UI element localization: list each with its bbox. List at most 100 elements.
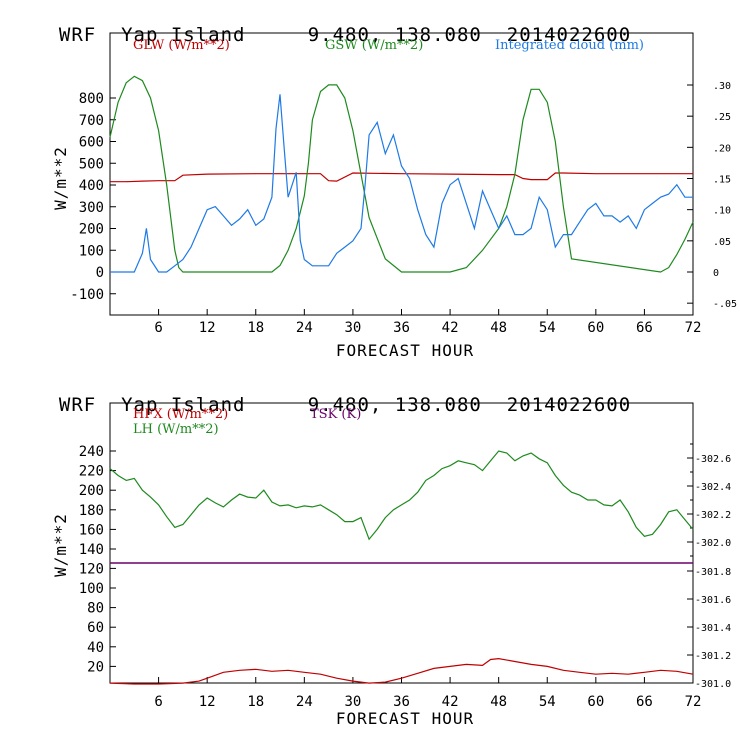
chart2-y-tick-label: 40 bbox=[87, 640, 104, 656]
chart1-x-tick-label: 24 bbox=[296, 320, 313, 336]
glw-line bbox=[110, 172, 693, 183]
chart2-y-tick-label: 100 bbox=[79, 581, 104, 597]
chart1-y2-tick-label: .05 bbox=[713, 237, 731, 248]
chart1-y-tick-label: 200 bbox=[79, 222, 104, 238]
chart2-place: Yap Island bbox=[121, 394, 246, 416]
chart2-y2-tick-label: -302.2 bbox=[695, 510, 731, 521]
chart1-x-tick-label: 72 bbox=[685, 320, 702, 336]
chart2-y2-tick-label: -302.0 bbox=[695, 538, 731, 549]
chart1-x-tick-label: 66 bbox=[636, 320, 653, 336]
chart2-y-tick-label: 220 bbox=[79, 464, 104, 480]
chart1-y-tick-label: 800 bbox=[79, 91, 104, 107]
chart2-y-tick-label: 200 bbox=[79, 483, 104, 499]
chart2-y-tick-label: 60 bbox=[87, 620, 104, 636]
chart2-y2-tick-label: -302.6 bbox=[695, 454, 731, 465]
chart1-x-tick-label: 12 bbox=[199, 320, 216, 336]
chart2-x-tick-label: 30 bbox=[344, 694, 361, 710]
chart2-header: WRF Yap Island 9.480, 138.080 2014022600 bbox=[34, 372, 631, 416]
chart2-y2-tick-label: -302.4 bbox=[695, 482, 731, 493]
chart2-y2-tick-label: -301.4 bbox=[695, 623, 731, 634]
chart1-x-tick-label: 36 bbox=[393, 320, 410, 336]
chart2-series bbox=[109, 450, 694, 685]
chart1-x-axis: 6 12 18 24 30 36 42 48 54 60 66 72 bbox=[154, 309, 701, 336]
chart2-y-tick-label: 140 bbox=[79, 542, 104, 558]
chart1-y-tick-label: 0 bbox=[96, 265, 104, 281]
chart1-date: 2014022600 bbox=[506, 24, 632, 46]
chart1: 6 12 18 24 30 36 42 48 54 60 66 72 -100 0 100 200 300 40… bbox=[51, 32, 737, 360]
chart1-legend-gsw: GSW (W/m**2) bbox=[325, 38, 423, 53]
chart1-legend-glw: GLW (W/m**2) bbox=[133, 38, 230, 53]
chart2-y-tick-label: 20 bbox=[87, 659, 104, 675]
chart2-x-tick-label: 6 bbox=[154, 694, 162, 710]
chart1-y-tick-label: 100 bbox=[79, 243, 104, 259]
chart2-legend-lh: LH (W/m**2) bbox=[133, 422, 219, 437]
chart1-xlabel: FORECAST HOUR bbox=[336, 341, 474, 360]
chart1-y2-tick-label: -.05 bbox=[713, 299, 737, 310]
chart1-series bbox=[109, 75, 694, 273]
chart1-place: Yap Island bbox=[121, 24, 246, 46]
chart1-y-tick-label: -100 bbox=[70, 287, 104, 303]
chart2-legend-hfx: HFX (W/m**2) bbox=[133, 407, 228, 422]
chart2-coords: 9.480, 138.080 bbox=[307, 394, 482, 416]
chart2-x-tick-label: 72 bbox=[685, 694, 702, 710]
chart1-y-tick-label: 400 bbox=[79, 178, 104, 194]
chart1-y-tick-label: 700 bbox=[79, 113, 104, 129]
chart2-y-tick-label: 80 bbox=[87, 601, 104, 617]
chart1-x-tick-label: 18 bbox=[247, 320, 264, 336]
chart1-model: WRF bbox=[58, 24, 97, 46]
chart2-y-axis: 140 160 180 200 220 240 20 40 60 80 100 120 bbox=[79, 444, 116, 675]
chart1-x-tick-label: 60 bbox=[587, 320, 604, 336]
chart2: 6 12 18 24 30 36 42 48 54 60 66 72 140 160 180 200 220 2… bbox=[51, 402, 731, 728]
chart1-y2-axis: -.05 0 .05 .10 .15 .20 .25 .30 bbox=[687, 81, 737, 310]
chart1-x-tick-label: 42 bbox=[442, 320, 459, 336]
chart2-x-tick-label: 60 bbox=[587, 694, 604, 710]
lh-line bbox=[109, 450, 694, 541]
chart2-x-tick-label: 42 bbox=[442, 694, 459, 710]
chart2-frame bbox=[109, 402, 694, 684]
chart1-x-tick-label: 30 bbox=[344, 320, 361, 336]
chart1-coords: 9.480, 138.080 bbox=[307, 24, 482, 46]
cloud-line bbox=[110, 94, 693, 273]
chart2-x-tick-label: 24 bbox=[296, 694, 313, 710]
chart1-y2-tick-label: .25 bbox=[713, 112, 731, 123]
chart2-model: WRF bbox=[58, 394, 97, 416]
chart2-ylabel: W/m**2 bbox=[51, 513, 70, 577]
chart2-y2-tick-label: -301.0 bbox=[695, 679, 731, 690]
chart1-y-tick-label: 300 bbox=[79, 200, 104, 216]
chart2-xlabel: FORECAST HOUR bbox=[336, 709, 474, 728]
chart2-y-tick-label: 120 bbox=[79, 561, 104, 577]
hfx-line bbox=[109, 657, 694, 685]
chart1-y-tick-label: 500 bbox=[79, 156, 104, 172]
chart2-x-tick-label: 66 bbox=[636, 694, 653, 710]
gsw-line bbox=[109, 75, 694, 273]
chart1-y2-tick-label: .20 bbox=[713, 143, 731, 154]
chart2-legend-tsk: TSK (K) bbox=[310, 407, 361, 422]
chart1-header: WRF Yap Island 9.480, 138.080 2014022600 bbox=[34, 2, 631, 46]
chart2-y2-tick-label: -301.2 bbox=[695, 651, 731, 662]
chart2-y2-tick-label: -301.6 bbox=[695, 595, 731, 606]
chart2-y-tick-label: 160 bbox=[79, 522, 104, 538]
chart1-x-tick-label: 48 bbox=[490, 320, 507, 336]
chart2-date: 2014022600 bbox=[506, 394, 632, 416]
chart2-x-tick-label: 36 bbox=[393, 694, 410, 710]
chart2-y2-axis: -302.0 -302.2 -302.4 -302.6 -301.0 -301.2 -301… bbox=[687, 443, 731, 690]
chart2-y-tick-label: 240 bbox=[79, 444, 104, 460]
chart2-x-axis: 6 12 18 24 30 36 42 48 54 60 66 72 bbox=[154, 677, 701, 710]
chart2-y-tick-label: 180 bbox=[79, 503, 104, 519]
chart1-legend-cloud: Integrated cloud (mm) bbox=[495, 38, 644, 53]
chart1-y2-tick-label: .15 bbox=[713, 175, 731, 186]
chart1-y2-tick-label: .30 bbox=[713, 81, 731, 92]
chart1-y2-tick-label: 0 bbox=[713, 268, 719, 279]
chart2-x-tick-label: 18 bbox=[247, 694, 264, 710]
chart2-x-tick-label: 54 bbox=[539, 694, 556, 710]
chart2-x-tick-label: 48 bbox=[490, 694, 507, 710]
chart1-y-axis: -100 0 100 200 300 400 500 600 700 800 bbox=[70, 91, 116, 303]
chart2-x-tick-label: 12 bbox=[199, 694, 216, 710]
chart2-y2-tick-label: -301.8 bbox=[695, 567, 731, 578]
chart1-y2-tick-label: .10 bbox=[713, 206, 731, 217]
chart1-y-tick-label: 600 bbox=[79, 135, 104, 151]
chart1-ylabel: W/m**2 bbox=[51, 146, 70, 210]
chart1-x-tick-label: 6 bbox=[154, 320, 162, 336]
chart1-x-tick-label: 54 bbox=[539, 320, 556, 336]
